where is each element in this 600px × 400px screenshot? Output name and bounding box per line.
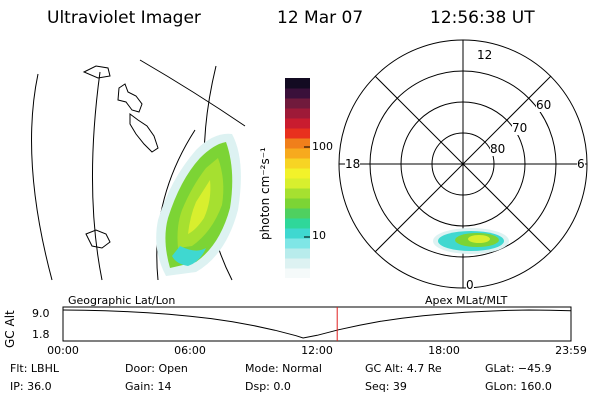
colorbar-swatch bbox=[285, 158, 310, 169]
mlt-label-0: 0 bbox=[466, 278, 474, 292]
orbit-ytick-min: 1.8 bbox=[32, 328, 50, 341]
colorbar-swatch bbox=[285, 128, 310, 139]
status-row1-item: Door: Open bbox=[125, 362, 188, 375]
colorbar-swatch bbox=[285, 188, 310, 199]
geographic-map bbox=[31, 59, 246, 281]
aurora-swath bbox=[156, 133, 241, 276]
parallel-line bbox=[139, 59, 246, 127]
colorbar-swatch bbox=[285, 138, 310, 149]
geo-panel-label: Geographic Lat/Lon bbox=[68, 294, 176, 307]
polar-panel-label: Apex MLat/MLT bbox=[425, 294, 508, 307]
status-row1-item: Flt: LBHL bbox=[10, 362, 59, 375]
status-row2-item: GLon: 160.0 bbox=[485, 380, 552, 393]
colorbar-swatch bbox=[285, 268, 310, 278]
status-row1-item: GC Alt: 4.7 Re bbox=[365, 362, 442, 375]
orbit-ytick-max: 9.0 bbox=[32, 307, 50, 320]
meridian-line bbox=[156, 129, 196, 281]
lat-label-80: 80 bbox=[490, 142, 506, 156]
status-row2-item: Dsp: 0.0 bbox=[245, 380, 291, 393]
orbit-xtick-label: 18:00 bbox=[428, 344, 460, 357]
landmass-outline bbox=[85, 229, 111, 249]
mlt-label-18: 18 bbox=[345, 157, 361, 171]
lat-label-70: 70 bbox=[512, 121, 528, 135]
colorbar-swatch bbox=[285, 208, 310, 219]
polar-axis-diagonal bbox=[374, 75, 552, 253]
colorbar-swatch bbox=[285, 258, 310, 269]
colorbar-tick-100: 100 bbox=[312, 140, 333, 153]
meridian-line bbox=[91, 71, 103, 281]
orbit-altitude-chart bbox=[62, 306, 572, 342]
colorbar-label: photon cm⁻²s⁻¹ bbox=[258, 147, 272, 240]
orbit-ylabel: GC Alt bbox=[3, 310, 17, 348]
colorbar-swatch bbox=[285, 88, 310, 99]
landmass-outline bbox=[117, 83, 143, 113]
date-label: 12 Mar 07 bbox=[277, 8, 364, 28]
colorbar-swatch bbox=[285, 98, 310, 109]
colorbar-swatch bbox=[285, 118, 310, 129]
colorbar-swatch bbox=[285, 238, 310, 249]
colorbar-swatch bbox=[285, 248, 310, 259]
colorbar-tick-10: 10 bbox=[312, 229, 326, 242]
orbit-xtick-label: 06:00 bbox=[174, 344, 206, 357]
colorbar-swatch bbox=[285, 108, 310, 119]
status-row2-item: IP: 36.0 bbox=[10, 380, 52, 393]
mlt-label-6: 6 bbox=[577, 157, 585, 171]
colorbar-swatch bbox=[285, 78, 310, 89]
status-row2-item: Gain: 14 bbox=[125, 380, 172, 393]
meridian-line bbox=[31, 73, 53, 281]
orbit-xtick-label: 23:59 bbox=[555, 344, 587, 357]
orbit-xtick-label: 00:00 bbox=[47, 344, 79, 357]
status-row1-item: GLat: −45.9 bbox=[485, 362, 552, 375]
colorbar-swatch bbox=[285, 218, 310, 229]
orbit-plot-frame bbox=[62, 306, 572, 342]
colorbar-swatch bbox=[285, 148, 310, 159]
colorbar-swatch bbox=[285, 178, 310, 189]
landmass-outline bbox=[82, 65, 111, 79]
landmass-outline bbox=[129, 113, 159, 153]
colorbar bbox=[285, 78, 310, 278]
status-row2-item: Seq: 39 bbox=[365, 380, 407, 393]
orbit-xtick-label: 12:00 bbox=[301, 344, 333, 357]
polar-plot bbox=[338, 39, 588, 289]
colorbar-swatch bbox=[285, 198, 310, 209]
instrument-title: Ultraviolet Imager bbox=[47, 8, 201, 28]
mlt-label-12: 12 bbox=[477, 48, 493, 62]
colorbar-swatch bbox=[285, 228, 310, 239]
lat-label-60: 60 bbox=[536, 98, 552, 112]
time-label: 12:56:38 UT bbox=[430, 8, 535, 28]
status-row1-item: Mode: Normal bbox=[245, 362, 322, 375]
colorbar-swatch bbox=[285, 168, 310, 179]
orbit-altitude-line bbox=[62, 309, 572, 339]
auroral-oval bbox=[433, 228, 509, 254]
